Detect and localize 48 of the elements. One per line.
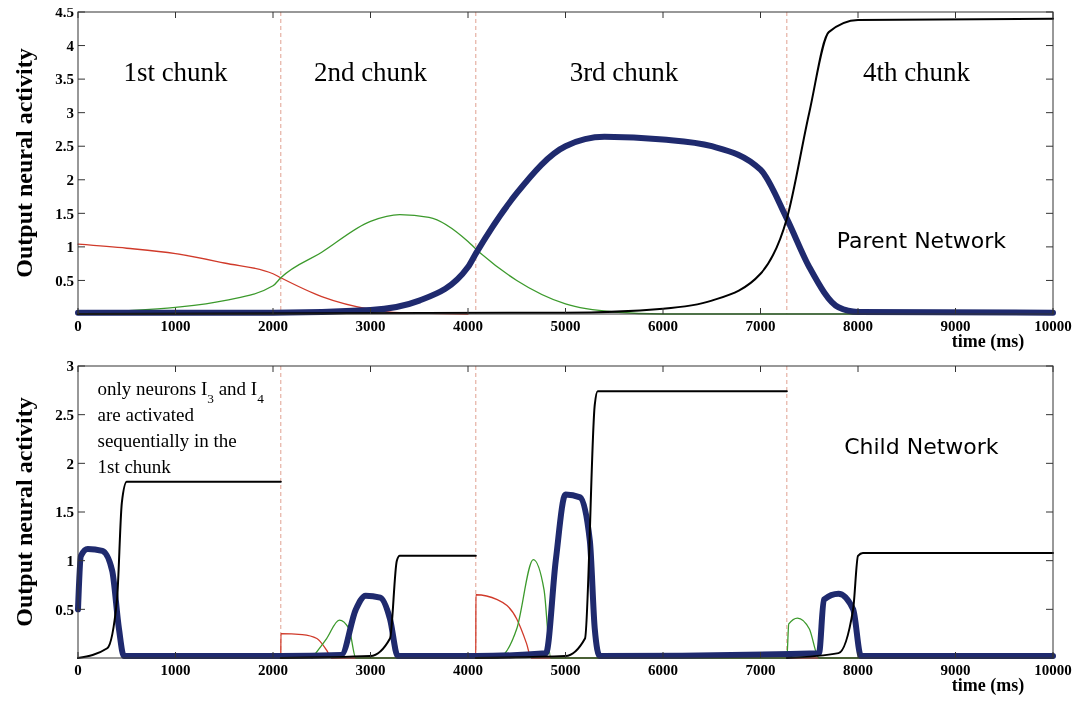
y-tick-label: 3 (66, 104, 74, 121)
annotation: Child Network (844, 433, 999, 459)
x-tick-label: 3000 (355, 662, 386, 678)
x-tick-label: 8000 (843, 662, 873, 678)
x-tick-label: 1000 (160, 662, 191, 678)
x-tick-label: 8000 (843, 318, 873, 334)
y-axis-title: Output neural activity (11, 397, 37, 627)
annotation: 2nd chunk (313, 57, 428, 88)
y-tick-label: 2 (66, 455, 74, 472)
y-tick-label: 1 (66, 239, 74, 256)
annotation: 4th chunk (862, 57, 971, 88)
x-axis-title: time (ms) (951, 675, 1025, 696)
x-tick-label: 6000 (648, 318, 678, 334)
y-tick-label: 0.5 (55, 601, 74, 618)
x-tick-label: 3000 (355, 318, 386, 334)
x-tick-label: 0 (74, 318, 82, 334)
y-tick-label: 0.5 (55, 272, 74, 289)
x-tick-label: 5000 (550, 662, 581, 678)
x-tick-label: 7000 (745, 318, 776, 334)
x-tick-label: 2000 (258, 318, 288, 334)
x-tick-label: 10000 (1034, 318, 1072, 334)
x-tick-label: 7000 (745, 662, 776, 678)
text: only neurons I$_{3}$ and I$_{4}$ are activated sequentially in the 1st chunk (97, 378, 264, 478)
y-tick-label: 2.5 (55, 138, 74, 155)
y-tick-label: 1.5 (55, 504, 74, 521)
x-tick-label: 4000 (453, 318, 483, 334)
y-tick-label: 1 (66, 552, 74, 569)
y-tick-label: 2 (66, 172, 74, 189)
x-tick-label: 4000 (453, 662, 483, 678)
x-tick-label: 1000 (160, 318, 191, 334)
y-tick-label: 1.5 (55, 205, 74, 222)
y-tick-label: 4 (66, 37, 75, 54)
x-tick-label: 0 (74, 662, 82, 678)
y-tick-label: 4.5 (55, 4, 74, 21)
x-tick-label: 9000 (940, 662, 971, 678)
y-tick-label: 2.5 (55, 406, 74, 423)
x-tick-label: 9000 (940, 318, 971, 334)
y-tick-label: 3 (66, 358, 74, 375)
x-tick-label: 6000 (648, 662, 678, 678)
annotation: Parent Network (836, 227, 1007, 253)
x-tick-label: 5000 (550, 318, 581, 334)
x-tick-label: 10000 (1034, 662, 1072, 678)
x-axis-title: time (ms) (951, 331, 1025, 352)
annotation: 3rd chunk (569, 57, 679, 88)
annotation: 1st chunk (123, 57, 229, 88)
y-tick-label: 3.5 (55, 71, 74, 88)
y-axis-title: Output neural activity (11, 48, 37, 278)
x-tick-label: 2000 (258, 662, 288, 678)
